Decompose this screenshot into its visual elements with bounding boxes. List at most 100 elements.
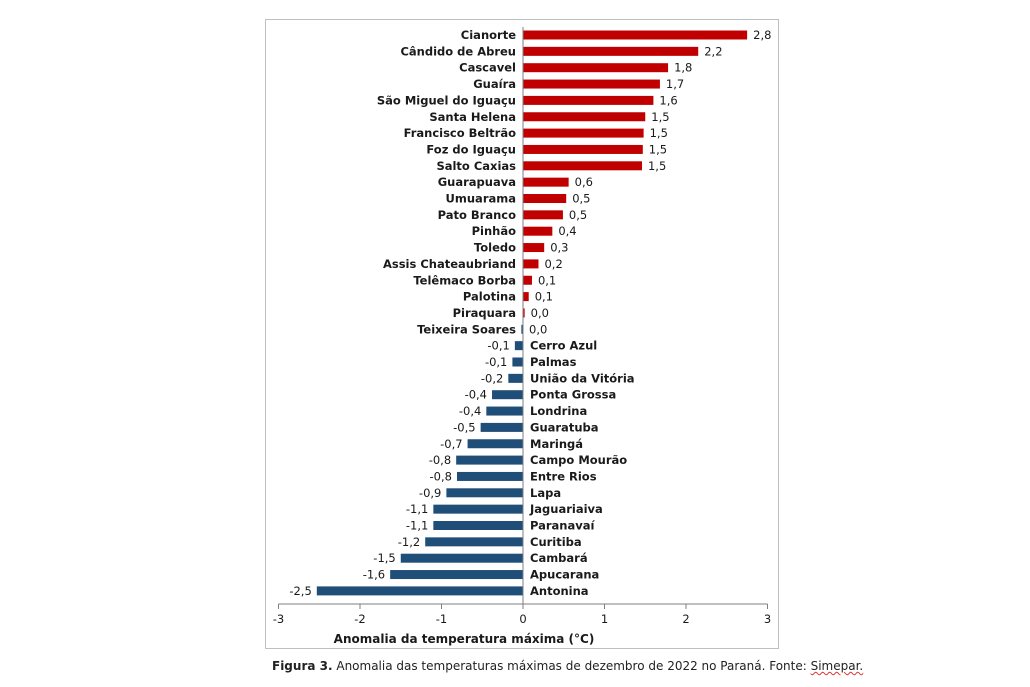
value-label: -1,1	[406, 519, 428, 533]
category-label: Teixeira Soares	[417, 322, 516, 336]
bar	[523, 161, 642, 171]
bar	[446, 488, 523, 498]
value-label: -2,5	[289, 584, 311, 598]
category-label: Antonina	[530, 584, 589, 598]
category-label: Pinhão	[472, 224, 517, 238]
bar	[400, 553, 523, 563]
bar	[456, 455, 523, 465]
category-label: Cerro Azul	[530, 339, 597, 353]
bar	[486, 406, 523, 416]
value-label: 0,6	[575, 175, 593, 189]
bar	[523, 243, 545, 253]
category-label: Guaratuba	[530, 420, 599, 434]
category-label: Piraquara	[453, 306, 516, 320]
value-label: -0,9	[419, 486, 441, 500]
value-label: -0,8	[430, 469, 452, 483]
bar	[433, 521, 523, 530]
value-label: 1,6	[659, 93, 677, 107]
value-label: 2,8	[753, 28, 771, 42]
caption-text: Anomalia das temperaturas máximas de dez…	[332, 659, 811, 673]
bar	[523, 112, 646, 122]
bar	[521, 324, 523, 334]
category-label: Cianorte	[461, 28, 516, 42]
value-label: 1,7	[666, 77, 684, 91]
bar	[523, 226, 553, 236]
category-label: Guarapuava	[438, 175, 516, 189]
bar	[425, 537, 523, 547]
category-label: Toledo	[474, 241, 516, 255]
category-label: Francisco Beltrão	[404, 126, 516, 140]
bar	[523, 128, 644, 138]
bar	[514, 341, 523, 351]
bar	[523, 308, 525, 318]
bar	[523, 194, 567, 203]
bar-chart: Cianorte 2,8 Cândido de Abreu 2,2 Cascavel 1,…	[273, 27, 771, 646]
category-label: Santa Helena	[429, 110, 516, 124]
category-label: Salto Caxias	[436, 159, 516, 173]
chart-frame: Cianorte 2,8 Cândido de Abreu 2,2 Cascavel 1,…	[265, 19, 779, 649]
bar	[523, 63, 669, 73]
labels-layer: Cianorte 2,8 Cândido de Abreu 2,2 Cascavel 1,…	[289, 28, 771, 598]
x-tick-label: 3	[764, 612, 771, 626]
value-label: 0,1	[538, 273, 556, 287]
x-tick-label: -2	[354, 612, 365, 626]
category-label: Foz do Iguaçu	[426, 142, 516, 156]
value-label: -0,1	[485, 355, 507, 369]
bar	[523, 292, 529, 302]
x-tick-label: 0	[519, 612, 526, 626]
value-label: 1,5	[649, 142, 667, 156]
value-label: 0,5	[569, 208, 587, 222]
category-label: Paranavaí	[530, 519, 596, 533]
value-label: 0,0	[529, 322, 547, 336]
figure-caption: Figura 3. Anomalia das temperaturas máxi…	[272, 659, 872, 673]
x-axis: -3 -2 -1 0 1 2 3	[273, 27, 771, 626]
value-label: -0,1	[487, 339, 509, 353]
category-label: Campo Mourão	[530, 453, 627, 467]
value-label: 2,2	[704, 44, 722, 58]
value-label: -0,4	[465, 388, 487, 402]
bar	[456, 471, 523, 481]
bar	[523, 95, 654, 105]
value-label: -0,2	[481, 371, 503, 385]
bars-layer	[316, 30, 748, 596]
bar	[316, 586, 523, 596]
bar	[390, 570, 523, 580]
bar	[523, 275, 532, 285]
category-label: Apucarana	[530, 568, 599, 582]
value-label: -0,5	[453, 420, 475, 434]
x-tick-label: -1	[436, 612, 447, 626]
category-label: Lapa	[530, 486, 561, 500]
category-label: Cândido de Abreu	[400, 44, 516, 58]
category-label: Cambará	[530, 551, 588, 565]
value-label: 1,5	[648, 159, 666, 173]
category-label: União da Vitória	[530, 371, 635, 385]
category-label: Jaguariaiva	[529, 502, 603, 516]
value-label: -1,1	[406, 502, 428, 516]
bar	[523, 210, 563, 220]
value-label: 0,0	[531, 306, 549, 320]
bar	[508, 373, 523, 383]
bar	[480, 422, 523, 432]
value-label: 0,2	[544, 257, 562, 271]
category-label: Umuarama	[446, 192, 516, 206]
category-label: Curitiba	[530, 535, 582, 549]
category-label: Pato Branco	[438, 208, 516, 222]
category-label: Palotina	[463, 290, 516, 304]
bar	[523, 79, 660, 89]
bar	[523, 30, 748, 40]
category-label: Londrina	[530, 404, 587, 418]
value-label: 0,5	[572, 192, 590, 206]
category-label: Assis Chateaubriand	[383, 257, 516, 271]
bar	[523, 144, 643, 154]
bar	[523, 46, 699, 56]
bar	[467, 439, 523, 449]
category-label: Guaíra	[473, 77, 516, 91]
value-label: -0,4	[459, 404, 481, 418]
bar	[523, 259, 539, 269]
value-label: -0,8	[429, 453, 451, 467]
bar	[433, 504, 523, 514]
value-label: -1,2	[398, 535, 420, 549]
value-label: 1,5	[651, 110, 669, 124]
value-label: 1,5	[650, 126, 668, 140]
x-tick-label: 1	[601, 612, 608, 626]
